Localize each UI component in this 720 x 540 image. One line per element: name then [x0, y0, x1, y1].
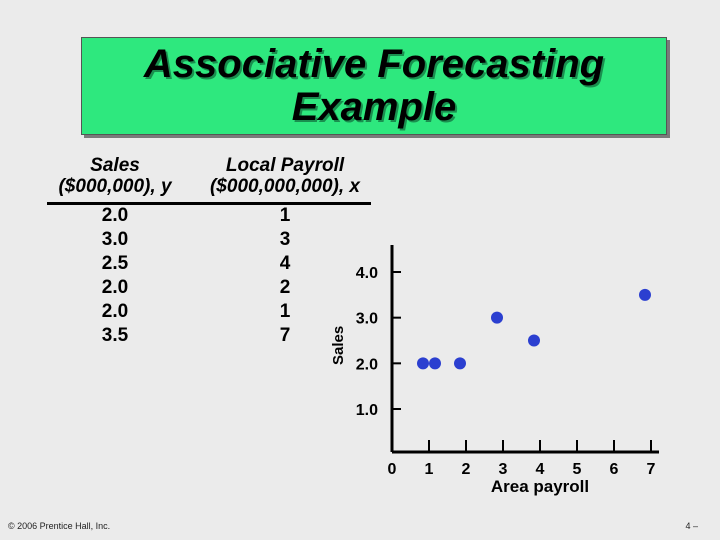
title-line-1: Associative Forecasting: [143, 42, 605, 86]
payroll-value: 1: [279, 205, 291, 226]
x-tick-label: 7: [647, 461, 656, 478]
x-tick-label: 5: [573, 461, 582, 478]
y-tick-label: 3.0: [356, 311, 378, 328]
payroll-value: 2: [279, 277, 291, 298]
payroll-column-values: 1 3 4 2 1 7: [255, 204, 315, 348]
header-divider: [47, 202, 371, 205]
sales-value: 3.5: [101, 325, 129, 346]
x-tick-label: 6: [610, 461, 619, 478]
sales-value: 2.0: [101, 301, 129, 322]
sales-header-line1: Sales: [90, 155, 140, 176]
sales-column-values: 2.0 3.0 2.5 2.0 2.0 3.5: [75, 204, 155, 348]
sales-value: 3.0: [101, 229, 129, 250]
sales-column-header: Sales ($000,000), y: [40, 155, 190, 197]
sales-value: 2.0: [101, 277, 129, 298]
sales-value: 2.0: [101, 205, 129, 226]
data-point: [491, 311, 503, 324]
data-point: [417, 357, 429, 370]
data-point: [639, 288, 651, 301]
payroll-header-line2: ($000,000,000), x: [209, 176, 360, 197]
payroll-value: 7: [279, 325, 291, 346]
payroll-header-line1: Local Payroll: [225, 155, 345, 176]
sales-value: 2.5: [101, 253, 129, 274]
sales-header-line2: ($000,000), y: [58, 176, 172, 197]
data-point: [429, 357, 441, 370]
copyright-text: © 2006 Prentice Hall, Inc.: [8, 521, 111, 531]
x-axis-title: Area payroll: [490, 477, 590, 496]
data-point: [528, 334, 540, 347]
payroll-value: 4: [279, 253, 291, 274]
y-axis-title: Sales: [330, 325, 347, 365]
data-point: [454, 357, 466, 370]
title-line-2: Example: [291, 85, 457, 129]
payroll-value: 1: [279, 301, 291, 322]
y-tick-label: 1.0: [356, 402, 378, 419]
payroll-value: 3: [279, 229, 291, 250]
x-tick-label: 1: [425, 461, 434, 478]
title-banner: Associative Forecasting Example: [81, 37, 667, 135]
x-tick-label: 2: [462, 461, 471, 478]
y-tick-label: 2.0: [356, 356, 378, 373]
payroll-column-header: Local Payroll ($000,000,000), x: [195, 155, 375, 197]
y-tick-label: 4.0: [356, 265, 378, 282]
x-tick-label: 3: [499, 461, 508, 478]
page-number: 4 –: [685, 521, 698, 531]
x-tick-label: 0: [388, 461, 397, 478]
x-tick-label: 4: [536, 461, 545, 478]
